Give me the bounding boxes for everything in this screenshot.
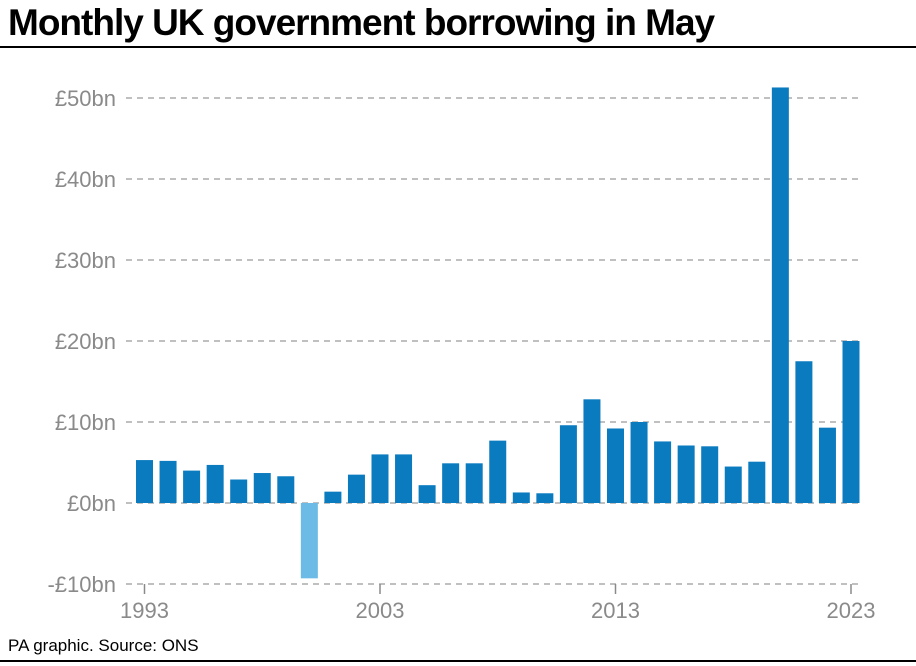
source-credit: PA graphic. Source: ONS (8, 636, 199, 655)
bar-2017 (701, 446, 719, 503)
bar-2016 (677, 445, 695, 503)
bar-2010 (536, 493, 554, 503)
bars-layer (136, 87, 860, 579)
y-tick-label: £20bn (55, 329, 116, 354)
x-tick-label: 1993 (120, 598, 169, 623)
bar-1995 (183, 470, 201, 503)
bar-1999 (277, 476, 295, 503)
y-tick-label: £30bn (55, 248, 116, 273)
bar-2018 (724, 466, 742, 503)
bar-2023 (842, 341, 860, 503)
bar-2005 (418, 485, 436, 503)
bar-2019 (748, 461, 766, 503)
bottom-divider (0, 660, 916, 662)
bar-2022 (818, 427, 836, 503)
chart-title: Monthly UK government borrowing in May (8, 2, 715, 43)
y-tick-label: £10bn (55, 410, 116, 435)
bar-2013 (607, 428, 624, 503)
title-divider (0, 46, 916, 48)
bar-2009 (512, 492, 530, 503)
bar-2008 (489, 440, 507, 503)
bar-2003 (371, 454, 389, 503)
bar-2002 (347, 474, 365, 503)
bar-2015 (654, 441, 672, 503)
bar-1994 (159, 460, 177, 503)
bar-2001 (324, 491, 342, 503)
y-tick-label: £40bn (55, 167, 116, 192)
bar-2014 (630, 422, 648, 503)
bar-1996 (206, 464, 224, 503)
y-tick-label: £0bn (67, 491, 116, 516)
bar-2000 (300, 503, 318, 579)
bar-1993 (136, 460, 153, 503)
y-tick-label: £50bn (55, 86, 116, 111)
bar-2011 (559, 425, 577, 503)
bar-2021 (795, 361, 813, 503)
bar-2020 (771, 87, 789, 503)
bar-2012 (583, 399, 601, 503)
bar-1998 (253, 473, 271, 503)
bar-2007 (465, 463, 483, 503)
bar-1997 (230, 479, 248, 503)
y-tick-label: -£10bn (47, 572, 116, 597)
x-tick-label: 2013 (591, 598, 640, 623)
x-tick-label: 2023 (827, 598, 876, 623)
bar-2004 (395, 454, 413, 503)
grid-layer (126, 97, 862, 585)
x-tick-label: 2003 (356, 598, 405, 623)
bar-2006 (442, 463, 460, 503)
